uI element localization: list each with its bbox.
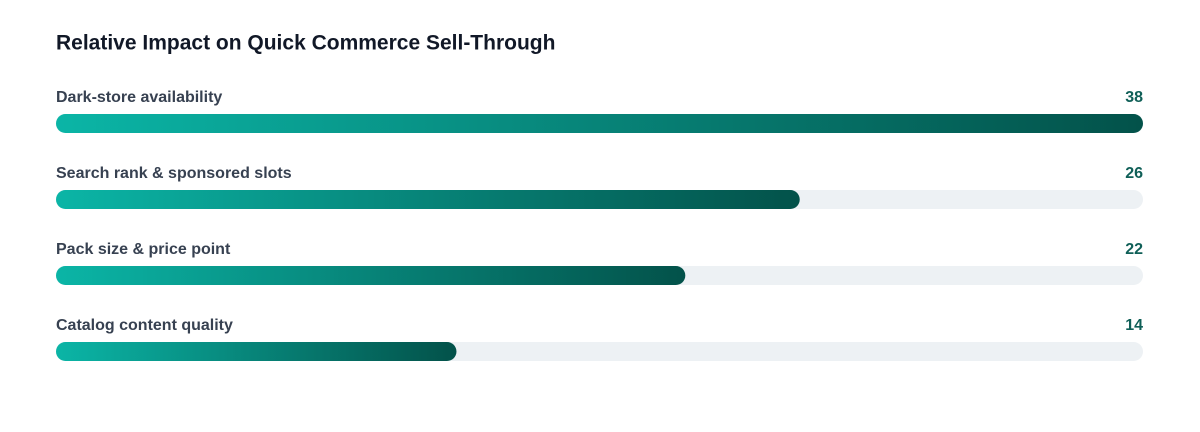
value-label: 26 bbox=[1125, 165, 1143, 182]
value-label: 22 bbox=[1125, 241, 1143, 258]
bar-label: Search rank & sponsored slots bbox=[56, 165, 292, 182]
bar-label: Pack size & price point bbox=[56, 241, 231, 258]
value-label: 38 bbox=[1125, 89, 1143, 106]
value-label: 14 bbox=[1125, 317, 1143, 334]
bar bbox=[56, 114, 1143, 133]
bar bbox=[56, 342, 457, 361]
bar-label: Dark-store availability bbox=[56, 89, 222, 106]
chart-title: Relative Impact on Quick Commerce Sell-T… bbox=[56, 32, 555, 55]
bar bbox=[56, 266, 686, 285]
bar-label: Catalog content quality bbox=[56, 317, 233, 334]
bar bbox=[56, 190, 800, 209]
